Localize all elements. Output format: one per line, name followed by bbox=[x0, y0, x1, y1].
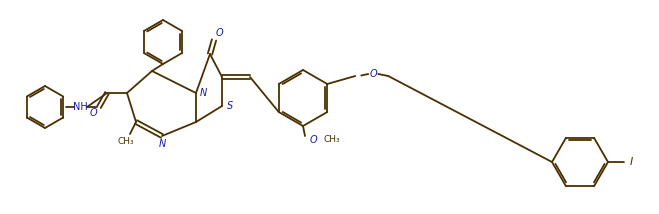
Text: N: N bbox=[158, 139, 165, 149]
Text: I: I bbox=[630, 157, 633, 167]
Text: CH₃: CH₃ bbox=[323, 135, 339, 144]
Text: O: O bbox=[370, 69, 377, 79]
Text: O: O bbox=[310, 135, 318, 145]
Text: S: S bbox=[227, 101, 233, 111]
Text: O: O bbox=[215, 28, 223, 38]
Text: NH: NH bbox=[72, 102, 88, 112]
Text: N: N bbox=[200, 88, 207, 98]
Text: CH₃: CH₃ bbox=[118, 138, 134, 147]
Text: O: O bbox=[89, 108, 97, 118]
